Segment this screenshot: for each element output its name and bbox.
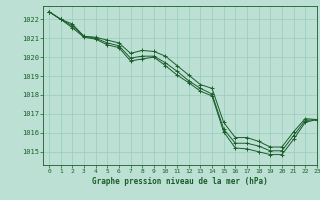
X-axis label: Graphe pression niveau de la mer (hPa): Graphe pression niveau de la mer (hPa) [92, 177, 268, 186]
